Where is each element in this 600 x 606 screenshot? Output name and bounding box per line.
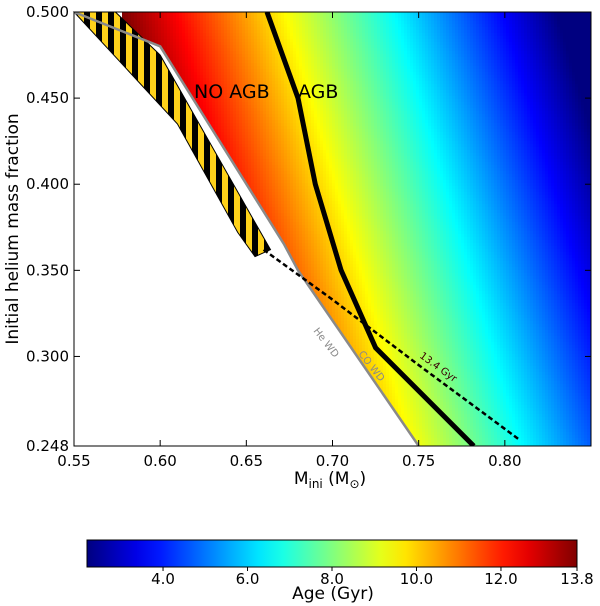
he-wd-label: He WD [311, 326, 341, 360]
y-tick-label: 0.248 [26, 437, 69, 455]
x-tick-label: 0.65 [230, 452, 263, 470]
colorbar-tick-label: 8.0 [320, 570, 344, 588]
plot-area: 0.55 0.60 0.65 0.70 0.75 0.80 0.248 0.300 0.350… [3, 3, 592, 491]
colorbar: 4.0 6.0 8.0 10.0 12.0 13.8 Age (Gyr) [86, 539, 594, 604]
colorbar-tick-label: 10.0 [400, 570, 433, 588]
age-heatmap [122, 12, 591, 446]
x-axis-label: Mini (M⊙) [294, 469, 366, 491]
colorbar-tick-label: 6.0 [236, 570, 260, 588]
hatched-region [72, 11, 272, 258]
x-tick-label: 0.70 [316, 452, 349, 470]
y-tick-label: 0.500 [26, 3, 69, 21]
y-tick-label: 0.400 [26, 175, 69, 193]
region-label-no-agb: NO AGB [194, 81, 270, 103]
colorbar-label: Age (Gyr) [292, 584, 374, 604]
colorbar-tick-label: 13.8 [560, 570, 593, 588]
he-co-wd-boundary-curve [74, 12, 420, 446]
y-axis-label: Initial helium mass fraction [3, 113, 23, 344]
y-axis-ticks: 0.248 0.300 0.350 0.400 0.450 0.500 [26, 3, 591, 455]
colorbar-ticks: 4.0 6.0 8.0 10.0 12.0 13.8 [151, 567, 594, 588]
x-tick-label: 0.75 [402, 452, 435, 470]
x-axis-ticks: 0.55 0.60 0.65 0.70 0.75 0.80 [57, 12, 522, 470]
x-tick-label: 0.80 [488, 452, 521, 470]
y-tick-label: 0.350 [26, 261, 69, 279]
colorbar-gradient [86, 539, 578, 568]
y-tick-label: 0.450 [26, 89, 69, 107]
agb-boundary-curve [264, 12, 476, 446]
y-tick-label: 0.300 [26, 347, 69, 365]
region-label-agb: AGB [298, 81, 338, 103]
colorbar-tick-label: 4.0 [151, 570, 175, 588]
age-13-4-gyr-dashed-curve [262, 248, 520, 441]
x-tick-label: 0.55 [57, 452, 90, 470]
colorbar-tick-label: 12.0 [484, 570, 517, 588]
x-tick-label: 0.60 [143, 452, 176, 470]
